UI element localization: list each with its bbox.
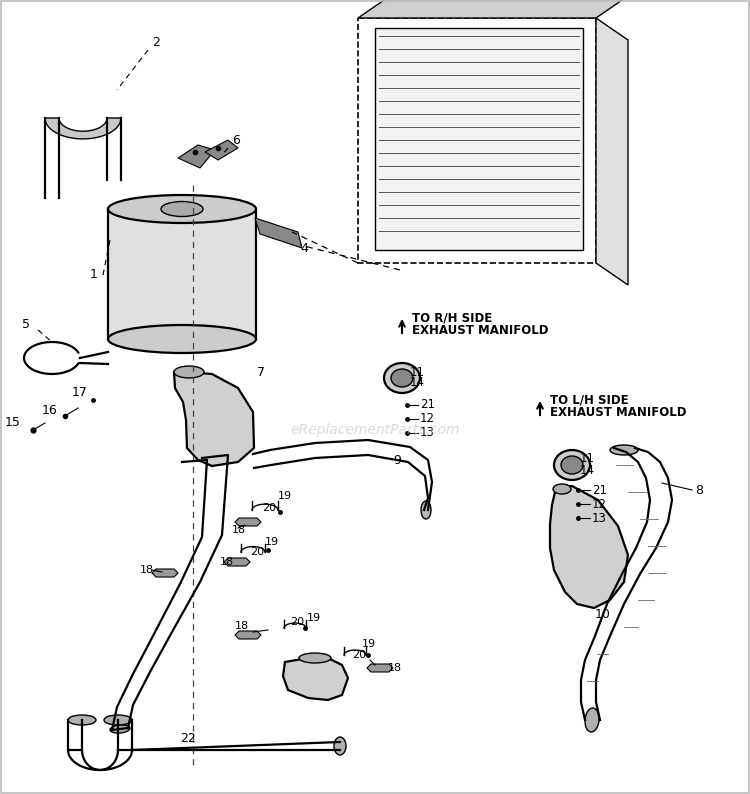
- Text: 8: 8: [695, 484, 703, 496]
- Ellipse shape: [334, 737, 346, 755]
- Text: 18: 18: [140, 565, 154, 575]
- Bar: [108, 209, 256, 339]
- Text: 16: 16: [42, 403, 58, 417]
- Ellipse shape: [554, 450, 590, 480]
- Polygon shape: [367, 664, 393, 672]
- Ellipse shape: [553, 484, 571, 494]
- Text: TO R/H SIDE: TO R/H SIDE: [412, 311, 492, 325]
- Text: 12: 12: [592, 498, 607, 511]
- Text: 12: 12: [420, 413, 435, 426]
- Text: 21: 21: [420, 399, 435, 411]
- Ellipse shape: [610, 445, 638, 455]
- Ellipse shape: [384, 363, 420, 393]
- Text: 20: 20: [262, 503, 276, 513]
- Text: 11: 11: [410, 365, 425, 379]
- Text: EXHAUST MANIFOLD: EXHAUST MANIFOLD: [550, 407, 686, 419]
- Text: 5: 5: [22, 318, 30, 332]
- Text: 19: 19: [265, 537, 279, 547]
- Text: 14: 14: [580, 464, 595, 476]
- Text: EXHAUST MANIFOLD: EXHAUST MANIFOLD: [412, 325, 548, 337]
- Polygon shape: [255, 218, 302, 248]
- Polygon shape: [224, 558, 250, 566]
- Ellipse shape: [585, 708, 599, 732]
- Text: 2: 2: [152, 36, 160, 48]
- Ellipse shape: [110, 725, 130, 733]
- Ellipse shape: [161, 202, 203, 217]
- Text: 13: 13: [420, 426, 435, 440]
- Ellipse shape: [299, 653, 331, 663]
- Ellipse shape: [68, 715, 96, 725]
- Ellipse shape: [174, 366, 204, 378]
- Ellipse shape: [108, 195, 256, 223]
- Text: 17: 17: [72, 387, 88, 399]
- Ellipse shape: [421, 501, 431, 519]
- Text: 20: 20: [352, 650, 366, 660]
- Polygon shape: [550, 486, 628, 608]
- Text: 4: 4: [300, 241, 307, 255]
- Polygon shape: [152, 569, 178, 577]
- Polygon shape: [235, 631, 261, 639]
- Ellipse shape: [104, 715, 132, 725]
- Text: 20: 20: [250, 547, 264, 557]
- Text: 18: 18: [220, 557, 234, 567]
- Text: 10: 10: [595, 608, 610, 622]
- Text: 1: 1: [90, 268, 98, 282]
- Polygon shape: [358, 0, 628, 18]
- Text: 19: 19: [362, 639, 376, 649]
- Text: 14: 14: [410, 376, 425, 390]
- Text: 19: 19: [307, 613, 321, 623]
- Polygon shape: [205, 140, 238, 160]
- Ellipse shape: [391, 369, 413, 387]
- Text: 20: 20: [290, 617, 304, 627]
- Text: 19: 19: [278, 491, 292, 501]
- Text: 13: 13: [592, 511, 607, 525]
- Polygon shape: [178, 145, 215, 168]
- Ellipse shape: [108, 325, 256, 353]
- Text: 9: 9: [393, 453, 400, 467]
- Text: 7: 7: [257, 365, 265, 379]
- Text: 18: 18: [388, 663, 402, 673]
- Text: 21: 21: [592, 484, 607, 496]
- Bar: [375, 28, 583, 250]
- Text: 15: 15: [5, 415, 21, 429]
- Text: 18: 18: [235, 621, 249, 631]
- Text: TO L/H SIDE: TO L/H SIDE: [550, 394, 628, 407]
- Polygon shape: [596, 18, 628, 285]
- Polygon shape: [235, 518, 261, 526]
- Text: 11: 11: [580, 452, 595, 464]
- Polygon shape: [174, 372, 254, 466]
- Text: eReplacementParts.com: eReplacementParts.com: [290, 423, 460, 437]
- Bar: [358, 18, 596, 263]
- Polygon shape: [45, 118, 121, 139]
- Text: 6: 6: [232, 133, 240, 147]
- Polygon shape: [283, 658, 348, 700]
- Text: 22: 22: [180, 731, 196, 745]
- Text: 18: 18: [232, 525, 246, 535]
- Ellipse shape: [561, 456, 583, 474]
